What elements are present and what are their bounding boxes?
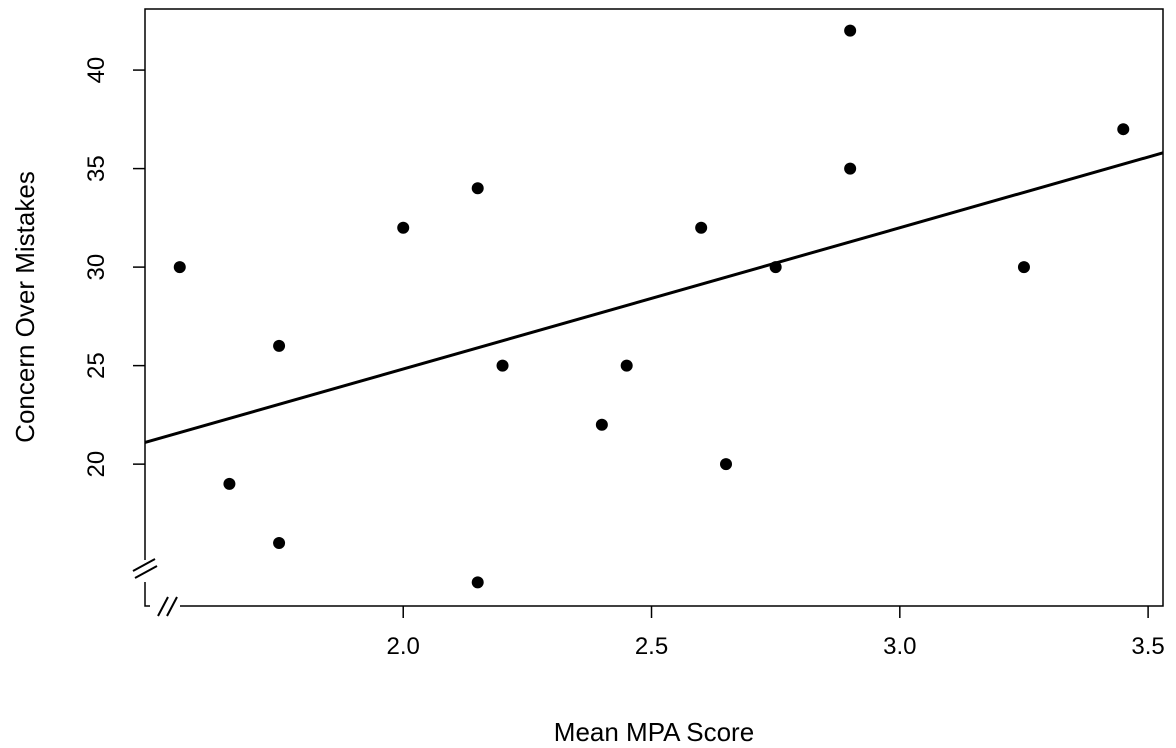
data-point: [223, 477, 236, 490]
x-axis-break-slash: [157, 596, 169, 617]
data-point: [471, 182, 484, 195]
x-tick-label: 3.0: [883, 633, 916, 660]
x-axis-ticks: 2.0 2.5 3.0 3.5: [387, 606, 1165, 660]
x-axis-break-slash: [166, 596, 178, 617]
data-point: [720, 458, 733, 471]
data-point: [844, 24, 857, 37]
regression-line: [144, 151, 1164, 444]
data-point: [496, 359, 509, 372]
y-axis-break-gap: [142, 560, 148, 582]
data-point: [1117, 123, 1130, 136]
y-axis-label: Concern Over Mistakes: [10, 171, 40, 443]
data-point: [173, 261, 186, 274]
data-point: [273, 339, 286, 352]
x-axis-break-gap: [150, 603, 180, 609]
data-point: [695, 221, 708, 234]
y-axis-break-slash: [132, 558, 156, 572]
data-point: [1017, 261, 1030, 274]
plot-frame: [144, 8, 1164, 607]
axis-break-marks: [132, 558, 180, 617]
y-tick-label: 40: [83, 57, 110, 84]
data-point: [595, 418, 608, 431]
data-point: [273, 536, 286, 549]
data-point: [844, 162, 857, 175]
x-tick-label: 2.0: [387, 633, 420, 660]
y-tick-label: 20: [83, 451, 110, 478]
data-point: [769, 261, 782, 274]
data-point: [620, 359, 633, 372]
data-points: [173, 24, 1130, 589]
x-tick-label: 3.5: [1131, 633, 1164, 660]
y-tick-label: 35: [83, 155, 110, 182]
regression-line-group: [144, 151, 1164, 444]
data-point: [397, 221, 410, 234]
x-tick-label: 2.5: [635, 633, 668, 660]
y-tick-label: 30: [83, 254, 110, 281]
x-axis-label: Mean MPA Score: [554, 717, 754, 747]
y-axis-ticks: 20 25 30 35 40: [83, 57, 145, 478]
y-tick-label: 25: [83, 352, 110, 379]
data-point: [471, 576, 484, 589]
y-axis-break-slash: [134, 565, 158, 579]
